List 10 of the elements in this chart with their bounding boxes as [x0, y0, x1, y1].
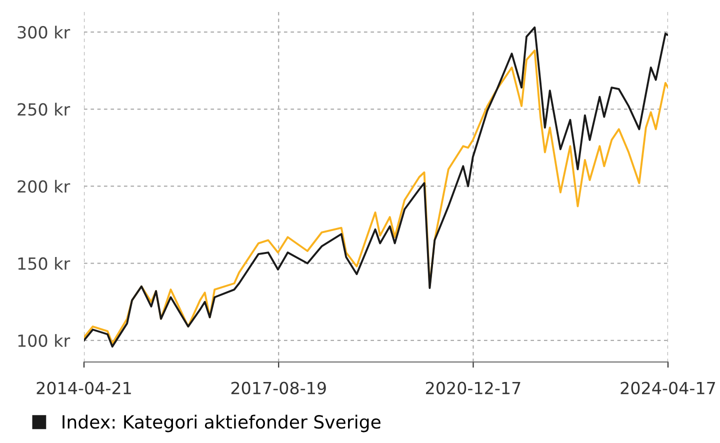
x-tick-label: 2014-04-21 — [36, 382, 131, 394]
x-tick-label: 2020-12-17 — [426, 382, 520, 394]
y-tick-label: 150 kr — [18, 256, 70, 270]
y-tick-label: 300 kr — [18, 26, 70, 39]
y-tick-label: 250 kr — [18, 102, 70, 116]
y-tick-label: 200 kr — [18, 180, 70, 193]
x-tick-label: 2024-04-17 — [620, 382, 716, 394]
x-tick-label: 2017-08-19 — [231, 382, 326, 394]
y-tick-label: 100 kr — [18, 334, 70, 347]
legend-label: Index: Kategori aktiefonder Sverige — [62, 414, 380, 432]
